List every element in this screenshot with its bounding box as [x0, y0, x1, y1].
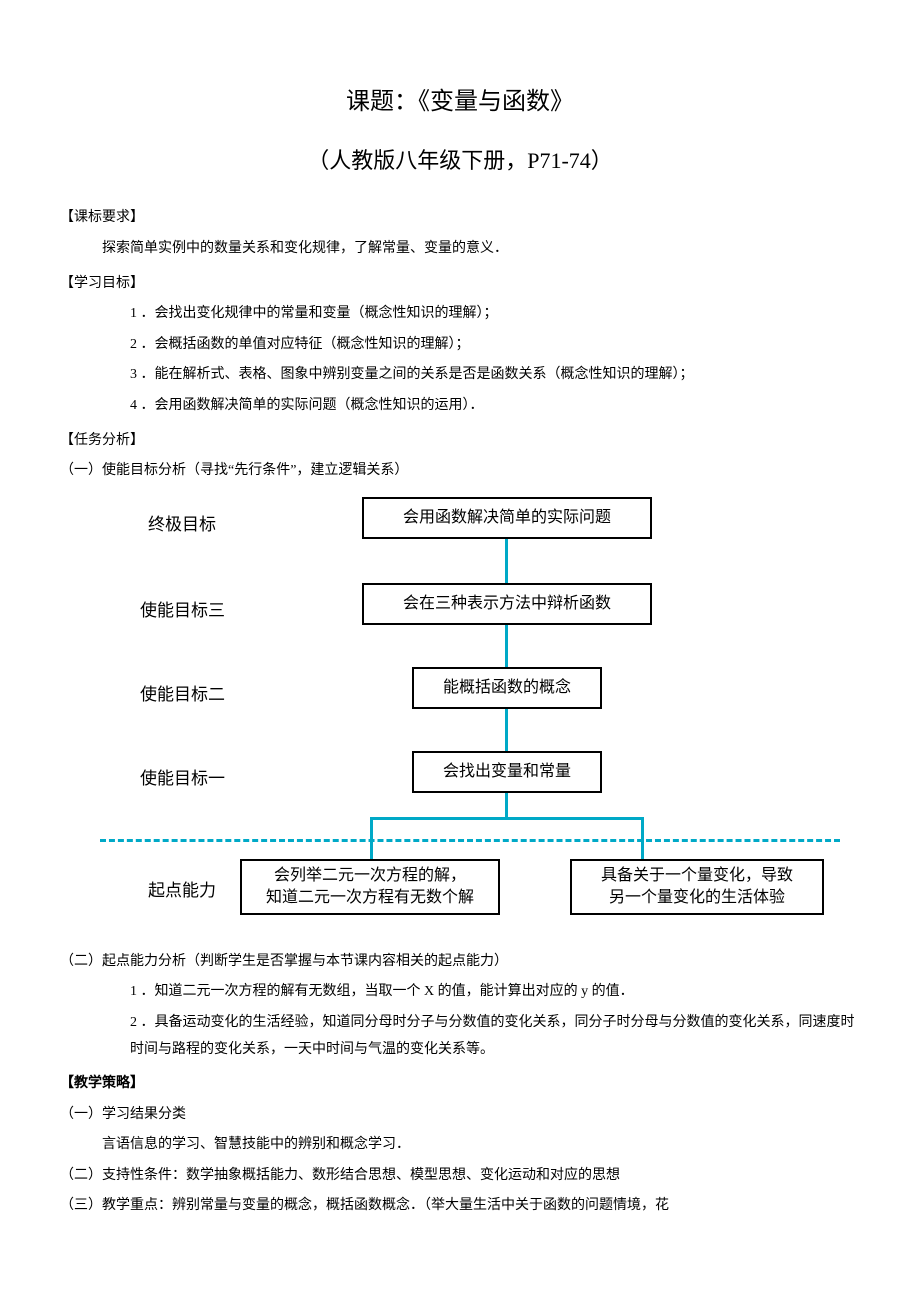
diagram-connector: [505, 539, 508, 583]
section-standards-body: 探索简单实例中的数量关系和变化规律，了解常量、变量的意义．: [60, 236, 860, 263]
goal-item: 1 ．会找出变化规律中的常量和变量（概念性知识的理解）；: [60, 301, 860, 328]
diagram-connector: [505, 625, 508, 667]
diagram-connector: [370, 817, 373, 859]
diagram-connector: [505, 793, 508, 817]
section-goals-head: 【学习目标】: [60, 271, 860, 298]
goal-item: 4 ．会用函数解决简单的实际问题（概念性知识的运用）．: [60, 393, 860, 420]
strategy-p3: （三）教学重点：辨别常量与变量的概念，概括函数概念．（举大量生活中关于函数的问题…: [60, 1193, 860, 1220]
task-sub2: （二）起点能力分析（判断学生是否掌握与本节课内容相关的起点能力）: [60, 949, 860, 976]
page-title: 课题：《变量与函数》: [60, 80, 860, 126]
strategy-p1: （一）学习结果分类: [60, 1102, 860, 1129]
diagram-box-g2: 能概括函数的概念: [412, 667, 602, 709]
strategy-p1b: 言语信息的学习、智慧技能中的辨别和概念学习．: [60, 1132, 860, 1159]
diagram-box-top: 会用函数解决简单的实际问题: [362, 497, 652, 539]
section-standards-head: 【课标要求】: [60, 205, 860, 232]
diagram-box-g1: 会找出变量和常量: [412, 751, 602, 793]
diagram-label-g1: 使能目标一: [140, 763, 225, 795]
diagram-label-g2: 使能目标二: [140, 679, 225, 711]
diagram-label-top: 终极目标: [148, 509, 216, 541]
diagram-label-g3: 使能目标三: [140, 595, 225, 627]
diagram-box-b2: 具备关于一个量变化，导致 另一个量变化的生活体验: [570, 859, 824, 915]
diagram-dashed-line: [100, 839, 840, 842]
diagram-box-b1: 会列举二元一次方程的解， 知道二元一次方程有无数个解: [240, 859, 500, 915]
task-item: 2 ．具备运动变化的生活经验，知道同分母时分子与分数值的变化关系，同分子时分母与…: [60, 1010, 860, 1063]
diagram-connector: [505, 709, 508, 751]
section-task-head: 【任务分析】: [60, 428, 860, 455]
task-item: 1 ．知道二元一次方程的解有无数组，当取一个 X 的值，能计算出对应的 y 的值…: [60, 979, 860, 1006]
page-subtitle: （人教版八年级下册，P71-74）: [60, 140, 860, 182]
goal-item: 2 ．会概括函数的单值对应特征（概念性知识的理解）；: [60, 332, 860, 359]
section-strategy-head: 【教学策略】: [60, 1071, 860, 1098]
goal-item: 3 ．能在解析式、表格、图象中辨别变量之间的关系是否是函数关系（概念性知识的理解…: [60, 362, 860, 389]
strategy-p2: （二）支持性条件：数学抽象概括能力、数形结合思想、模型思想、变化运动和对应的思想: [60, 1163, 860, 1190]
diagram-connector: [370, 817, 644, 820]
diagram-box-g3: 会在三种表示方法中辩析函数: [362, 583, 652, 625]
goal-diagram: 终极目标 使能目标三 使能目标二 使能目标一 起点能力 会用函数解决简单的实际问…: [100, 497, 840, 937]
task-sub1: （一）使能目标分析（寻找“先行条件”，建立逻辑关系）: [60, 458, 860, 485]
diagram-connector: [641, 817, 644, 859]
diagram-label-base: 起点能力: [148, 875, 216, 907]
